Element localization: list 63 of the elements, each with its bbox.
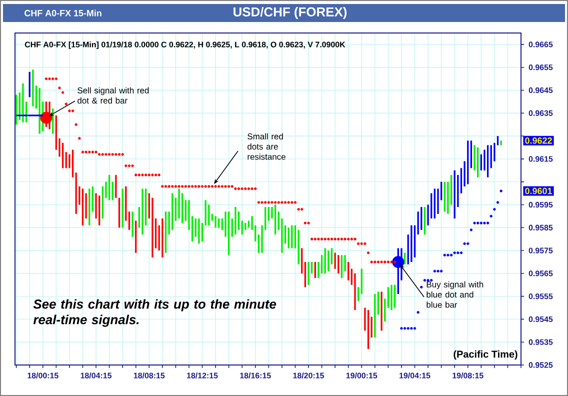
point (456, 251, 460, 254)
point (433, 270, 436, 272)
point (406, 327, 410, 330)
candlestick (201, 222, 204, 242)
candlestick (268, 206, 270, 222)
candlestick (65, 152, 67, 168)
candlestick (384, 298, 386, 322)
candlestick (377, 291, 380, 315)
candlestick (128, 211, 130, 230)
candlestick (288, 227, 290, 249)
candlestick (348, 262, 350, 281)
candlestick (115, 174, 117, 198)
candlestick (480, 154, 482, 171)
candlestick (238, 211, 240, 230)
annotation: Buy signal with blue dot and blue bar (426, 281, 484, 308)
point (453, 251, 456, 254)
candlestick (387, 286, 390, 308)
point (443, 254, 446, 256)
candlestick (334, 252, 336, 270)
point (500, 190, 502, 192)
candlestick (208, 204, 210, 226)
point (446, 254, 450, 256)
annotation: Sell signal with red dot & red bar (78, 87, 149, 104)
point (483, 222, 486, 224)
point (486, 222, 490, 224)
text: 0.9601 (525, 188, 552, 194)
candlestick (417, 211, 419, 235)
point (470, 228, 473, 232)
point (436, 270, 440, 272)
candlestick (320, 254, 323, 274)
point (476, 222, 480, 224)
candlestick (308, 262, 310, 286)
point (480, 222, 483, 224)
annotation: See this chart with its up to the minute real-time signals. (33, 299, 276, 327)
text: CHF A0-FX 15-Min (24, 10, 102, 16)
candlestick (357, 286, 360, 302)
point (410, 327, 413, 330)
point (493, 208, 496, 211)
point (403, 327, 406, 330)
candlestick (490, 144, 492, 168)
candlestick (328, 250, 330, 272)
point (473, 222, 476, 224)
point (400, 327, 403, 330)
point (463, 242, 466, 245)
candlestick (394, 284, 396, 308)
point (490, 214, 492, 218)
point (416, 310, 420, 314)
candlestick (340, 254, 343, 278)
point (496, 201, 500, 204)
annotation: Small red dots are resistance (248, 133, 286, 160)
point (466, 242, 470, 245)
point (460, 251, 463, 254)
point (423, 278, 426, 282)
point (413, 327, 416, 330)
text: 0.9622 (525, 137, 552, 144)
annotation: (Pacific Time) (454, 350, 518, 360)
chart-title: USD/CHF (FOREX) (234, 6, 347, 20)
point (420, 286, 423, 288)
point (440, 270, 443, 272)
point (450, 254, 453, 256)
candlestick (420, 206, 422, 230)
candlestick (314, 262, 316, 278)
candlestick (338, 254, 340, 274)
